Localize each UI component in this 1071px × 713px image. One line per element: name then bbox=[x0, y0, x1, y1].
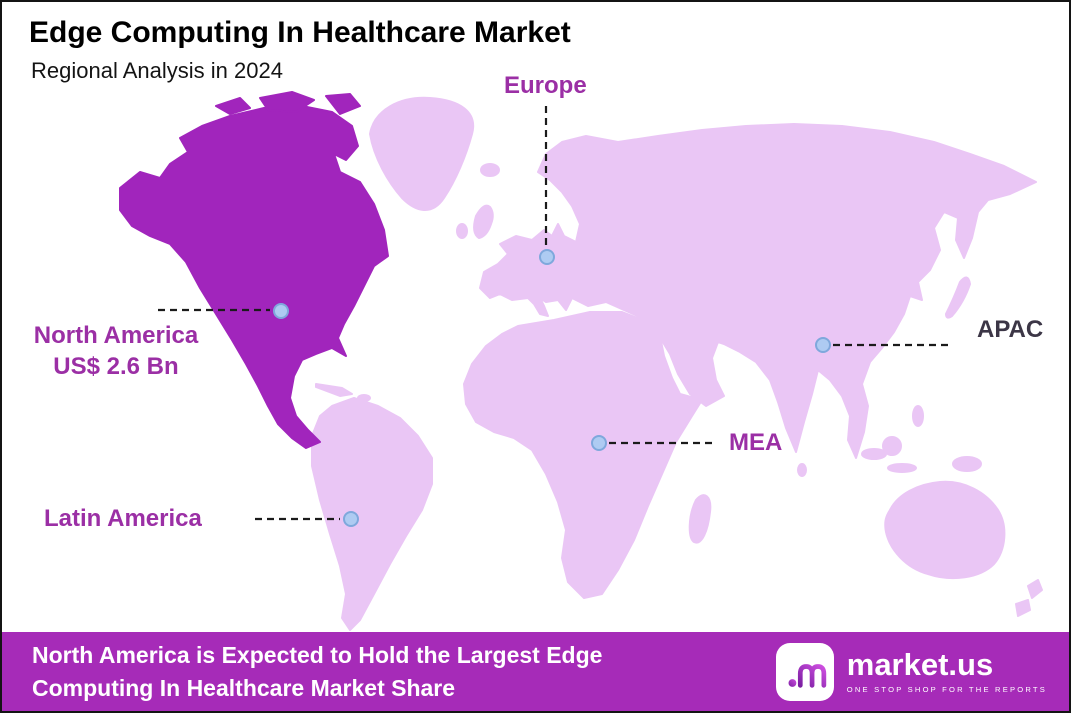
footer-bar: North America is Expected to Hold the La… bbox=[2, 632, 1069, 711]
north-america-value: US$ 2.6 Bn bbox=[53, 353, 179, 381]
market-us-logo-icon bbox=[775, 642, 834, 701]
europe-marker bbox=[539, 249, 555, 265]
eurasia-shape bbox=[479, 123, 1037, 459]
north-america-label: North America bbox=[33, 322, 199, 349]
new-zealand-shape bbox=[1015, 579, 1043, 617]
sumatra-shape bbox=[861, 448, 887, 460]
sri-lanka-shape bbox=[797, 463, 807, 477]
latin-america-marker bbox=[343, 511, 359, 527]
page-title: Edge Computing In Healthcare Market bbox=[29, 16, 571, 49]
page-subtitle: Regional Analysis in 2024 bbox=[31, 58, 283, 83]
north-america-shape bbox=[119, 105, 389, 449]
brand-text: market.us ONE STOP SHOP FOR THE REPORTS bbox=[847, 649, 1047, 694]
mea-marker bbox=[591, 435, 607, 451]
java-shape bbox=[887, 463, 917, 473]
apac-marker bbox=[815, 337, 831, 353]
header: Edge Computing In Healthcare Market Regi… bbox=[29, 16, 571, 84]
hispaniola-shape bbox=[357, 394, 371, 402]
north-america-marker bbox=[273, 303, 289, 319]
brand: market.us ONE STOP SHOP FOR THE REPORTS bbox=[775, 642, 1047, 701]
region-label-mea: MEA bbox=[729, 429, 783, 456]
greenland-shape bbox=[369, 96, 475, 211]
new-guinea-shape bbox=[952, 456, 982, 472]
region-label-latin-america: Latin America bbox=[44, 505, 202, 532]
footer-note-line2: Computing In Healthcare Market Share bbox=[32, 674, 456, 701]
brand-name: market.us bbox=[846, 647, 994, 682]
south-america-shape bbox=[311, 397, 433, 631]
arctic-islands-shape bbox=[215, 91, 361, 115]
japan-shape bbox=[945, 276, 971, 319]
philippines-shape bbox=[912, 405, 924, 427]
africa-shape bbox=[463, 311, 703, 599]
region-label-north-america: North America US$ 2.6 Bn bbox=[16, 320, 216, 382]
cuba-shape bbox=[315, 383, 353, 397]
uk-shape bbox=[473, 204, 494, 239]
australia-shape bbox=[884, 480, 1006, 580]
borneo-shape bbox=[882, 436, 902, 456]
footer-note: North America is Expected to Hold the La… bbox=[32, 639, 602, 703]
iceland-shape bbox=[480, 163, 500, 177]
region-label-europe: Europe bbox=[504, 72, 587, 99]
brand-tagline: ONE STOP SHOP FOR THE REPORTS bbox=[846, 685, 1047, 694]
madagascar-shape bbox=[688, 494, 712, 544]
region-label-apac: APAC bbox=[977, 316, 1044, 343]
footer-note-line1: North America is Expected to Hold the La… bbox=[32, 642, 603, 669]
ireland-shape bbox=[456, 223, 468, 239]
